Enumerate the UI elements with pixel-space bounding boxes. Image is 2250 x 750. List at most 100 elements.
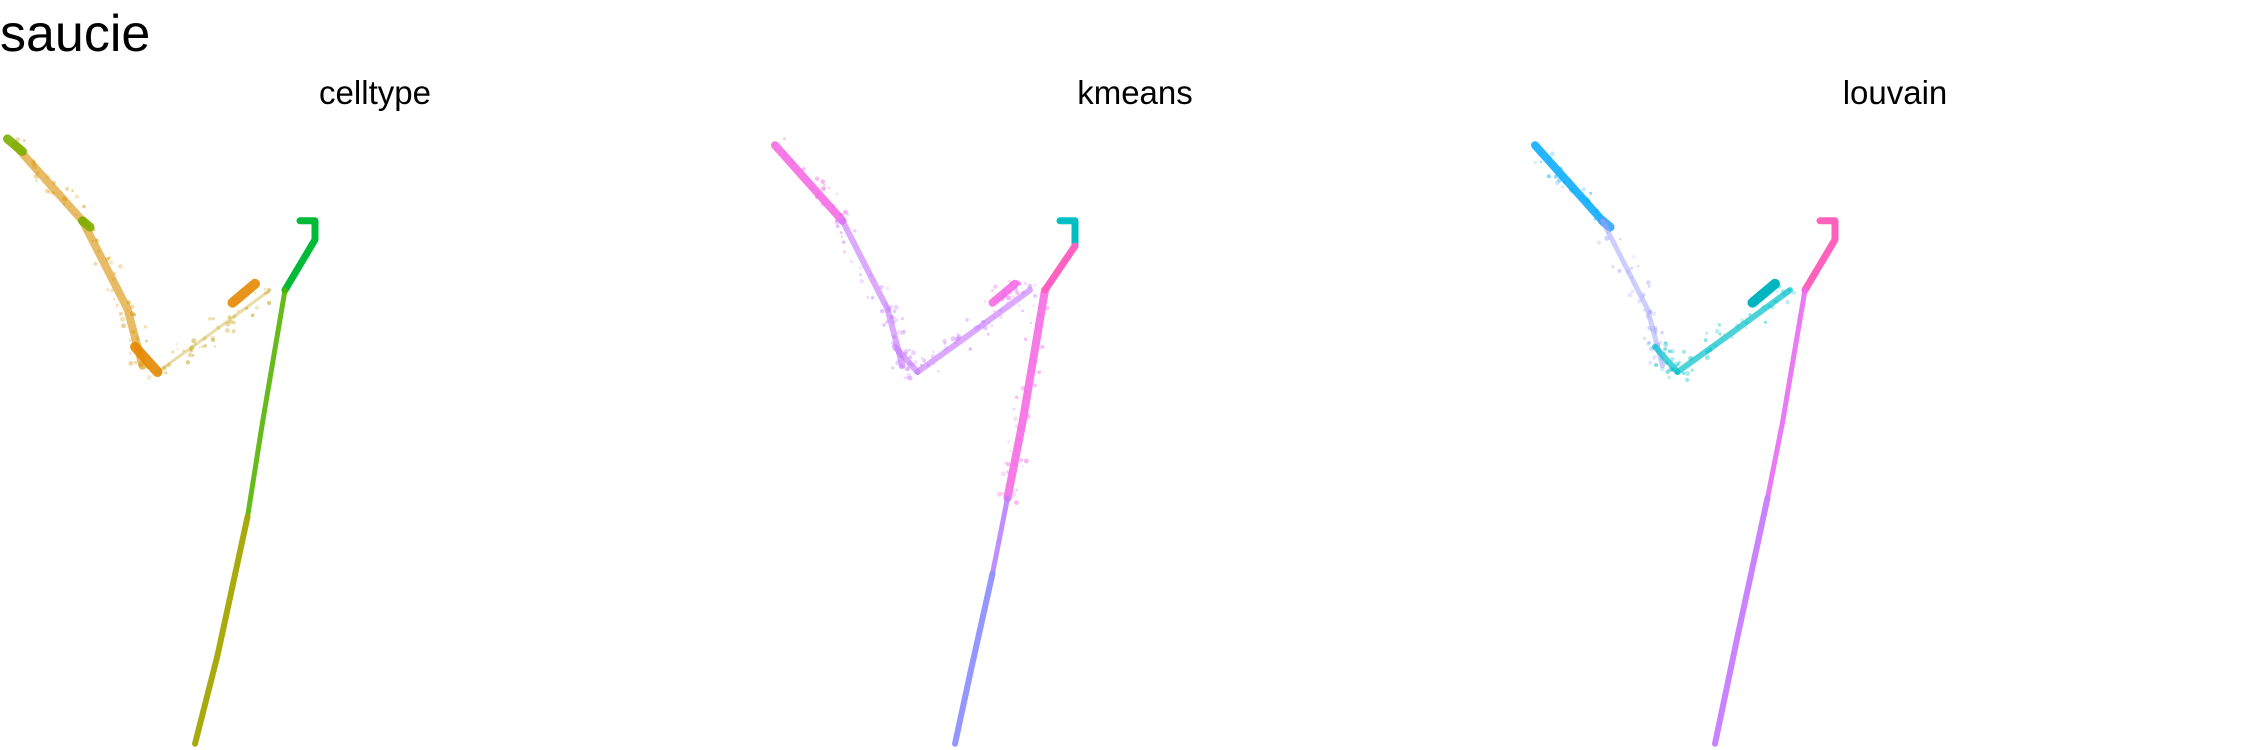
series-3-point xyxy=(213,345,217,348)
series-3-point xyxy=(1671,368,1675,372)
series-0-point xyxy=(113,272,116,275)
series-3-point xyxy=(1673,361,1679,367)
series-1-point xyxy=(842,240,846,244)
panel-celltype: celltype xyxy=(0,0,750,750)
series-0-point xyxy=(1569,179,1572,182)
series-1-point xyxy=(898,354,903,359)
series-1-point xyxy=(886,306,890,310)
series-0-point xyxy=(1011,492,1017,498)
series-3-point xyxy=(1676,363,1680,367)
series-0-point xyxy=(1012,295,1015,298)
series-0-point xyxy=(1553,174,1558,179)
series-0-point xyxy=(993,284,998,289)
series-1-point xyxy=(884,307,891,314)
series-1-point xyxy=(942,338,947,344)
series-0-point xyxy=(828,186,831,190)
series-3-point xyxy=(1681,349,1686,354)
series-0-point xyxy=(816,192,820,196)
series-1-point xyxy=(982,323,985,327)
series-0-point xyxy=(126,300,131,305)
series-0-point xyxy=(1013,489,1016,492)
series-0-point xyxy=(1581,187,1586,192)
series-3-point xyxy=(1763,320,1767,324)
series-3-segment-0 xyxy=(1041,242,1079,294)
series-3-point xyxy=(263,287,267,291)
series-3-point xyxy=(185,360,191,365)
series-0-point xyxy=(1007,290,1013,295)
series-0-point xyxy=(128,338,133,343)
series-0-point xyxy=(106,288,110,292)
series-0-point xyxy=(1580,195,1584,199)
panel-louvain: louvain xyxy=(1520,0,2250,750)
series-0-point xyxy=(32,159,36,163)
series-3-point xyxy=(1722,333,1726,336)
series-3-point xyxy=(1668,367,1674,372)
series-3-point xyxy=(164,371,168,375)
series-1-point xyxy=(891,341,895,345)
series-0-point xyxy=(1586,197,1590,201)
series-0-point xyxy=(814,195,819,199)
series-0-point xyxy=(74,194,80,199)
series-0-point xyxy=(783,137,786,141)
series-1-point xyxy=(897,329,903,335)
series-3-point xyxy=(225,321,231,327)
series-3-point xyxy=(1772,299,1776,303)
series-1-point xyxy=(1033,293,1038,298)
series-3-point xyxy=(232,314,237,319)
series-1-point xyxy=(900,330,906,335)
series-3-point xyxy=(210,335,215,341)
series-3-point xyxy=(1663,341,1669,347)
series-1-point xyxy=(895,340,900,344)
series-0-point xyxy=(138,362,144,368)
series-0-point xyxy=(993,299,996,302)
series-0-segment-0 xyxy=(771,141,847,225)
series-1-point xyxy=(906,376,910,380)
series-3-point xyxy=(1667,349,1672,354)
series-3-point xyxy=(1734,323,1740,329)
series-0-point xyxy=(1038,314,1042,317)
series-0-point xyxy=(60,190,63,194)
series-0-point xyxy=(1000,471,1006,477)
series-3-point xyxy=(1785,300,1790,305)
series-0-point xyxy=(126,308,129,312)
series-1-point xyxy=(955,336,961,342)
series-2-point xyxy=(1664,346,1668,350)
series-0-point xyxy=(810,186,815,191)
series-1-point xyxy=(950,336,956,342)
series-1-point xyxy=(880,309,885,314)
series-3-point xyxy=(1678,362,1681,365)
series-1-point xyxy=(1005,301,1009,305)
series-0-point xyxy=(1014,500,1019,506)
series-0-point xyxy=(65,186,70,191)
series-0-point xyxy=(1018,282,1022,286)
series-1-point xyxy=(859,273,862,276)
series-0-point xyxy=(1001,292,1005,297)
series-2 xyxy=(1056,217,1079,250)
series-3-point xyxy=(245,306,249,310)
series-1-point xyxy=(908,361,913,366)
series-1-point xyxy=(897,360,902,365)
series-1-point xyxy=(937,370,940,373)
series-0-point xyxy=(835,192,839,196)
series-1-point xyxy=(853,228,857,233)
series-3-point xyxy=(1690,368,1694,372)
series-5-segment-0 xyxy=(952,570,996,747)
series-1-point xyxy=(954,341,957,345)
series-3-point xyxy=(1684,370,1690,376)
series-1-point xyxy=(906,366,911,372)
series-0-point xyxy=(1022,407,1026,411)
series-3-point xyxy=(202,336,207,341)
series-0-point xyxy=(1019,458,1023,461)
series-3-point xyxy=(1748,313,1752,316)
series-0-point xyxy=(48,190,52,194)
series-0-point xyxy=(113,298,116,301)
series-5-segment-0 xyxy=(1801,217,1839,294)
series-0-point xyxy=(1022,465,1025,468)
series-2-point xyxy=(1653,328,1658,333)
series-3-point xyxy=(1744,326,1748,329)
series-0-point xyxy=(1007,484,1010,487)
series-0-point xyxy=(1016,280,1022,286)
series-0-point xyxy=(1549,151,1555,157)
series-1-point xyxy=(891,320,896,325)
series-0-point xyxy=(1013,416,1018,421)
